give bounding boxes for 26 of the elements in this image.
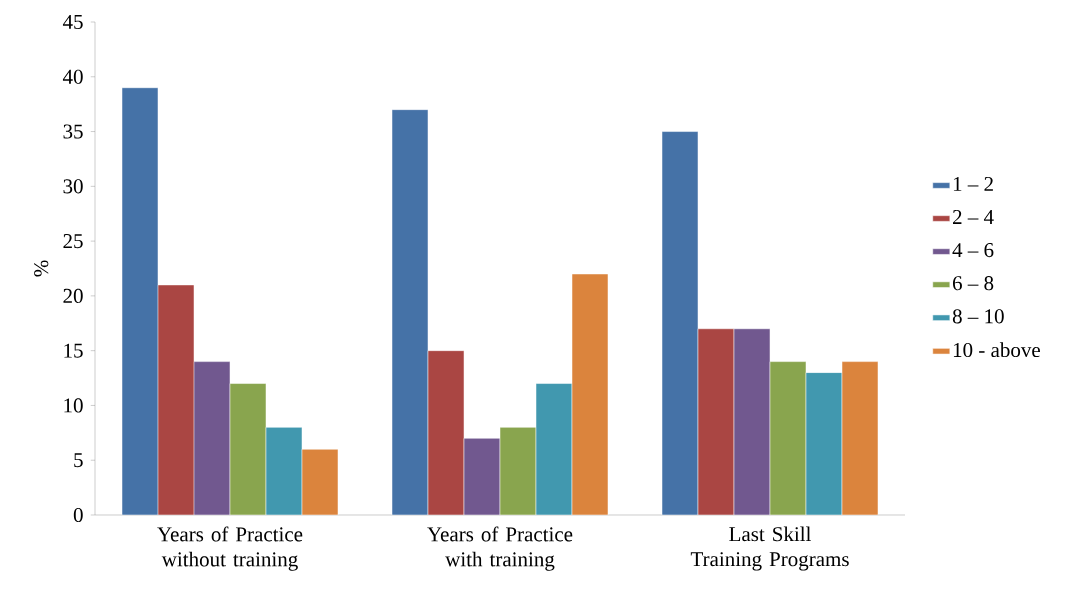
y-tick-label: 15 [64, 343, 83, 358]
x-tick-label: Years of Practice with training [427, 526, 573, 571]
y-tick-label: 40 [62, 69, 83, 84]
bar [229, 383, 267, 515]
y-axis-title: % [34, 260, 49, 277]
legend-label: 6 – 8 [952, 276, 994, 291]
y-tick-label: 0 [73, 507, 83, 523]
y-tick-label: 35 [63, 124, 83, 139]
bar [769, 361, 807, 515]
y-tick-label: 30 [63, 179, 83, 194]
bar [499, 427, 537, 515]
legend-label: 10 - above [953, 342, 1040, 358]
y-tick-label: 45 [62, 14, 83, 30]
legend-label: 2 – 4 [953, 209, 994, 224]
legend-label: 8 – 10 [952, 309, 1004, 324]
legend-label: 4 – 6 [952, 243, 994, 258]
bar [535, 383, 573, 515]
legend-label: 1 – 2 [953, 176, 993, 191]
y-tick-label: 10 [64, 398, 83, 413]
y-tick-label: 20 [63, 288, 83, 303]
x-tick-label: Years of Practice without training [157, 526, 303, 571]
bar [805, 372, 843, 515]
y-tick-label: 5 [74, 453, 83, 468]
x-tick-label: Last Skill Training Programs [690, 526, 849, 571]
bar [265, 427, 303, 515]
y-tick-label: 25 [63, 234, 83, 249]
